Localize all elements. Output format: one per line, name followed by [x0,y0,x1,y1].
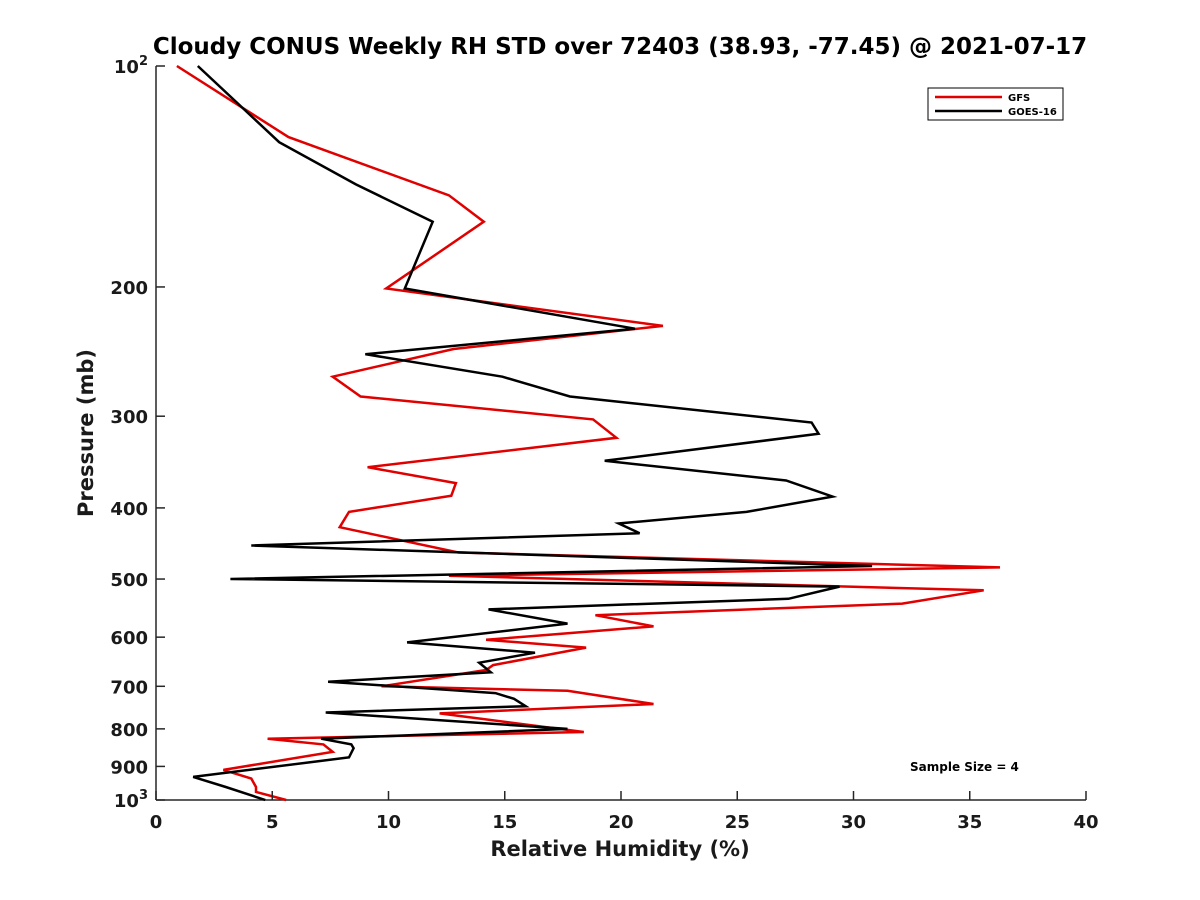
y-tick-label: 900 [110,757,148,778]
x-tick-label: 5 [266,812,279,833]
legend-label-goes16: GOES-16 [1008,107,1057,118]
series-layer [176,64,1001,802]
plot-frame [155,66,1086,801]
x-tick-label: 10 [376,812,401,833]
x-axis-label: Relative Humidity (%) [490,837,749,861]
sample-size-annotation: Sample Size = 4 [910,760,1019,774]
x-tick-label: 20 [608,812,633,833]
y-tick-label: 103 [114,788,148,812]
y-tick-label: 300 [110,407,148,428]
y-axis-ticks: 102 200 300 400 500 600 700 800 900 103 [110,54,165,812]
chart-title: Cloudy CONUS Weekly RH STD over 72403 (3… [153,34,1087,60]
y-tick-label: 102 [114,54,148,78]
x-tick-label: 25 [725,812,750,833]
y-tick-label: 600 [110,628,148,649]
y-axis-label: Pressure (mb) [74,349,98,517]
y-tick-label: 200 [110,278,148,299]
y-tick-label: 800 [110,720,148,741]
series-line-gfs [176,64,1001,802]
x-tick-label: 0 [150,812,163,833]
x-tick-label: 35 [957,812,982,833]
y-tick-label: 400 [110,499,148,520]
legend: GFS GOES-16 [927,87,1064,121]
series-line-goes-16 [192,65,873,802]
x-tick-label: 40 [1073,812,1098,833]
x-axis-ticks: 0 5 10 15 20 25 30 35 40 [150,791,1099,833]
x-tick-label: 15 [492,812,517,833]
legend-box [927,87,1064,121]
y-tick-label: 700 [110,677,148,698]
legend-label-gfs: GFS [1008,93,1030,104]
y-tick-label: 500 [110,570,148,591]
x-tick-label: 30 [841,812,866,833]
